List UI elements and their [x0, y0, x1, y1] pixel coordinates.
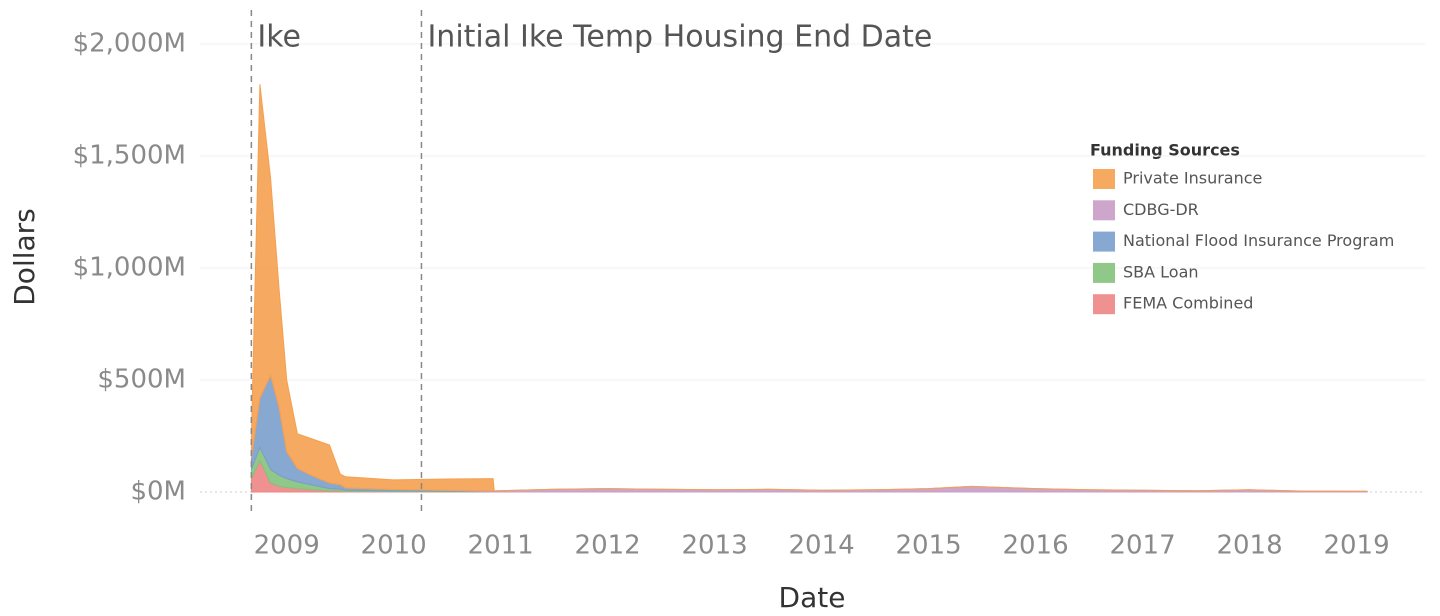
- legend-swatch: [1093, 169, 1115, 189]
- area: [250, 374, 1368, 493]
- y-tick-label: $500M: [97, 365, 186, 395]
- x-tick-label: 2019: [1323, 531, 1389, 561]
- x-tick-label: 2015: [895, 531, 961, 561]
- x-tick-label: 2014: [789, 531, 855, 561]
- legend-swatch: [1093, 294, 1115, 315]
- legend-label: FEMA Combined: [1123, 294, 1253, 313]
- area: [250, 374, 1368, 493]
- x-tick-label: 2016: [1002, 531, 1068, 561]
- x-tick-label: 2018: [1216, 531, 1282, 561]
- annotation: Initial Ike Temp Housing End Date: [427, 20, 932, 55]
- y-tick-label: $1,000M: [73, 253, 186, 283]
- legend-swatch: [1093, 231, 1115, 252]
- x-tick-label: 2010: [361, 531, 427, 561]
- area: [250, 84, 1368, 492]
- y-tick-label: $1,500M: [73, 141, 186, 171]
- legend-swatch: [1093, 262, 1115, 283]
- x-axis-title: Date: [779, 581, 846, 614]
- x-tick-label: 2011: [468, 531, 534, 561]
- y-axis-title: Dollars: [8, 208, 41, 306]
- x-tick-label: 2013: [682, 531, 748, 561]
- y-tick-label: $2,000M: [73, 29, 186, 59]
- legend-label: National Flood Insurance Program: [1123, 231, 1394, 250]
- x-tick-label: 2012: [575, 531, 641, 561]
- legend-label: SBA Loan: [1123, 262, 1199, 281]
- legend-title: Funding Sources: [1090, 141, 1240, 160]
- legend-label: CDBG-DR: [1123, 200, 1199, 219]
- annotation: Ike: [257, 20, 301, 55]
- y-tick-label: $0M: [130, 477, 186, 507]
- x-tick-label: 2009: [254, 531, 320, 561]
- x-tick-label: 2017: [1109, 531, 1175, 561]
- legend-swatch: [1093, 200, 1115, 221]
- legend-label: Private Insurance: [1123, 169, 1262, 188]
